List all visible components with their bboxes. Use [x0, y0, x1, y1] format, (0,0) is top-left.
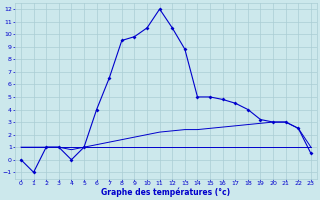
X-axis label: Graphe des températures (°c): Graphe des températures (°c)	[101, 188, 230, 197]
